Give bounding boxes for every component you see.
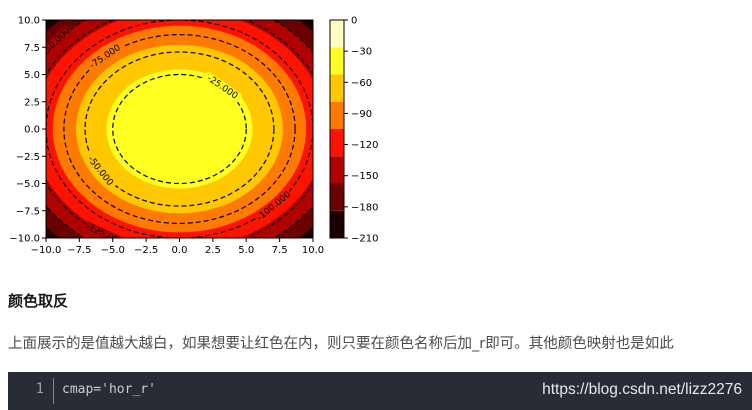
colorbar-tick-label: −30 <box>351 47 372 58</box>
y-tick-label: 0.0 <box>24 125 40 136</box>
code-gutter-divider <box>53 378 54 404</box>
contour-label-gap <box>83 221 126 238</box>
y-tick-label: 10.0 <box>18 16 40 27</box>
colorbar-segment <box>330 210 344 238</box>
contour-label-gap <box>202 71 243 104</box>
y-axis-ticks: −10.0 −7.5 −5.0 −2.5 0.0 2.5 5.0 7.5 10.0 <box>9 16 46 245</box>
y-tick-label: 2.5 <box>24 97 40 108</box>
body-paragraph: 上面展示的是值越大越白，如果想要让红色在内，则只要在颜色名称后加_r即可。其他颜… <box>8 336 674 352</box>
colorbar-tick-label: −180 <box>351 202 378 213</box>
colorbar-segment <box>330 74 344 102</box>
x-tick-label: 2.5 <box>205 245 221 256</box>
x-axis-ticks: −10.0 −7.5 −5.0 −2.5 0.0 2.5 5.0 7.5 10.0 <box>31 238 324 256</box>
x-tick-label: 10.0 <box>302 245 324 256</box>
y-tick-label: −5.0 <box>16 179 40 190</box>
colorbar-tick-label: −60 <box>351 78 372 89</box>
y-tick-label: 5.0 <box>24 70 40 81</box>
code-line-number: 1 <box>35 381 44 397</box>
contour-lines <box>46 20 313 238</box>
contour-band <box>106 69 253 189</box>
code-line[interactable]: cmap='hor_r' <box>62 382 156 397</box>
y-tick-label: 7.5 <box>24 43 40 54</box>
section-heading: 颜色取反 <box>8 292 69 310</box>
y-tick-label: −2.5 <box>16 152 40 163</box>
contour-label-gap <box>85 40 126 73</box>
colorbar-tick-label: 0 <box>351 16 357 27</box>
colorbar-segment <box>330 129 344 157</box>
y-tick-label: −10.0 <box>9 234 40 245</box>
colorbar-tick-label: −210 <box>351 234 378 245</box>
colorbar-tick-label: −150 <box>351 171 378 182</box>
x-tick-label: −7.5 <box>67 245 91 256</box>
colorbar-segment <box>330 156 344 184</box>
colorbar: 0 −30 −60 −90 −120 −150 −180 −210 <box>329 16 378 245</box>
contour-line <box>112 73 247 185</box>
contour-label-gap <box>254 188 294 224</box>
contour-line <box>63 34 296 224</box>
colorbar-segment <box>330 101 344 129</box>
contour-label-gap <box>83 151 118 191</box>
contour-line <box>84 51 275 207</box>
colorbar-segment <box>330 20 344 48</box>
colorbar-segment <box>330 183 344 211</box>
contour-label-gap <box>46 24 73 62</box>
watermark: https://blog.csdn.net/lizz2276 <box>542 381 742 398</box>
y-tick-label: −7.5 <box>16 206 40 217</box>
colorbar-tick-label: −120 <box>351 140 378 151</box>
contour-figure: -25.000-50.000-75.000-100.000-125.000-15… <box>9 16 378 257</box>
colorbar-frame <box>329 19 345 239</box>
x-tick-label: 0.0 <box>172 245 188 256</box>
x-tick-label: −10.0 <box>31 245 62 256</box>
colorbar-tick-label: −90 <box>351 109 372 120</box>
x-tick-label: −5.0 <box>101 245 125 256</box>
x-tick-label: −2.5 <box>134 245 158 256</box>
code-block: 1 cmap='hor_r' https://blog.csdn.net/liz… <box>8 372 752 410</box>
colorbar-segment <box>330 47 344 75</box>
x-tick-label: 5.0 <box>238 245 254 256</box>
x-tick-label: 7.5 <box>272 245 288 256</box>
